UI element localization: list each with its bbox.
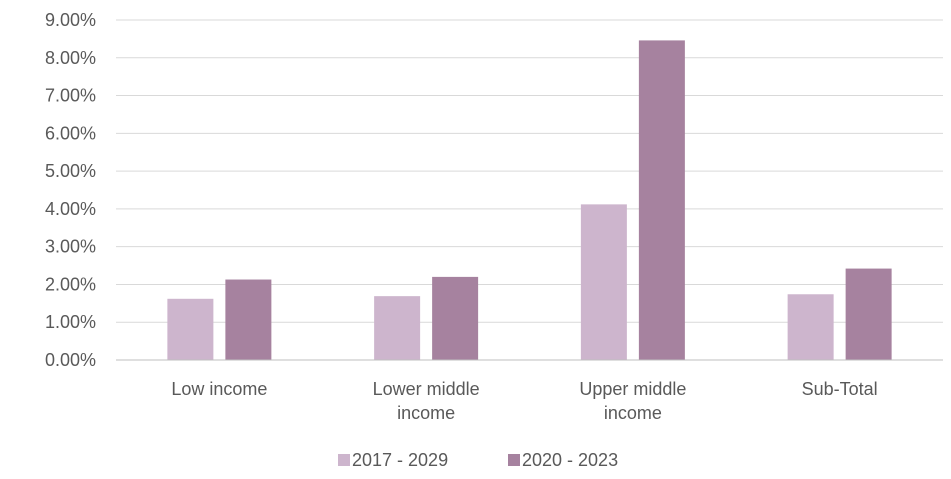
bar — [374, 296, 421, 360]
y-tick-label: 5.00% — [45, 161, 96, 181]
category-label: Upper middle income — [579, 379, 686, 423]
y-tick-label: 3.00% — [45, 237, 96, 257]
bar — [638, 40, 685, 361]
y-tick-label: 8.00% — [45, 48, 96, 68]
y-tick-label: 4.00% — [45, 199, 96, 219]
bars — [167, 40, 892, 361]
y-tick-label: 9.00% — [45, 10, 96, 30]
y-axis-tick-labels: 0.00% 1.00% 2.00% 3.00% 4.00% 5.00% 6.00% 7.00%… — [45, 10, 96, 370]
legend: 2017 - 2029 2020 - 2023 — [338, 450, 618, 470]
y-tick-label: 1.00% — [45, 312, 96, 332]
y-tick-label: 6.00% — [45, 123, 96, 143]
bar — [432, 276, 479, 360]
legend-label: 2020 - 2023 — [522, 450, 618, 470]
category-label: Lower middle income — [373, 379, 480, 423]
category-label: Low income — [171, 379, 267, 399]
y-tick-label: 7.00% — [45, 86, 96, 106]
bar — [580, 204, 627, 360]
legend-swatch — [508, 454, 520, 466]
bar — [787, 294, 834, 360]
legend-label: 2017 - 2029 — [352, 450, 448, 470]
y-tick-label: 0.00% — [45, 350, 96, 370]
bar — [167, 298, 214, 360]
gridlines — [116, 19, 943, 323]
category-labels: Low income Lower middle income Upper middle… — [171, 379, 877, 423]
y-tick-label: 2.00% — [45, 274, 96, 294]
bar — [845, 268, 892, 360]
bar — [225, 279, 272, 360]
legend-swatch — [338, 454, 350, 466]
category-label: Sub-Total — [802, 379, 878, 399]
